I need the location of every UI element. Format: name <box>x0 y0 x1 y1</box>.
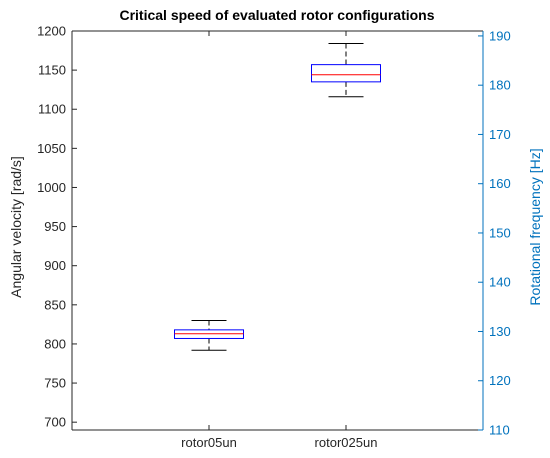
chart-title: Critical speed of evaluated rotor config… <box>119 7 434 23</box>
x-tick-label: rotor025un <box>315 435 378 450</box>
left-tick-label: 900 <box>44 258 66 273</box>
left-tick-label: 1100 <box>38 102 66 117</box>
left-tick-label: 1200 <box>37 24 66 39</box>
left-tick-label: 800 <box>44 336 66 351</box>
box-rotor025un <box>311 43 381 98</box>
left-tick-label: 700 <box>44 415 66 430</box>
right-tick-label: 130 <box>489 324 511 339</box>
right-tick-label: 180 <box>489 78 511 93</box>
right-tick-label: 190 <box>489 28 511 43</box>
left-tick-label: 950 <box>44 219 66 234</box>
right-tick-label: 110 <box>489 423 510 438</box>
box-rotor05un <box>174 319 244 351</box>
right-tick-label: 160 <box>489 176 511 191</box>
box-body <box>311 64 381 83</box>
left-tick-label: 1000 <box>37 180 66 195</box>
left-tick-label: 1150 <box>38 63 66 78</box>
left-tick-label: 1050 <box>37 141 66 156</box>
left-tick-label: 750 <box>44 376 66 391</box>
right-y-axis-label: Rotational frequency [Hz] <box>527 148 543 305</box>
plot-area: 700 750 800 850 900 950 1000 1050 1100 1150 1200 11… <box>37 24 511 451</box>
right-tick-label: 120 <box>489 373 511 388</box>
x-tick-label: rotor05un <box>181 435 237 450</box>
right-tick-label: 140 <box>489 275 511 290</box>
left-y-axis-label: Angular velocity [rad/s] <box>8 156 24 298</box>
right-tick-label: 170 <box>489 127 511 142</box>
left-tick-label: 850 <box>44 297 66 312</box>
right-tick-label: 150 <box>489 225 511 240</box>
